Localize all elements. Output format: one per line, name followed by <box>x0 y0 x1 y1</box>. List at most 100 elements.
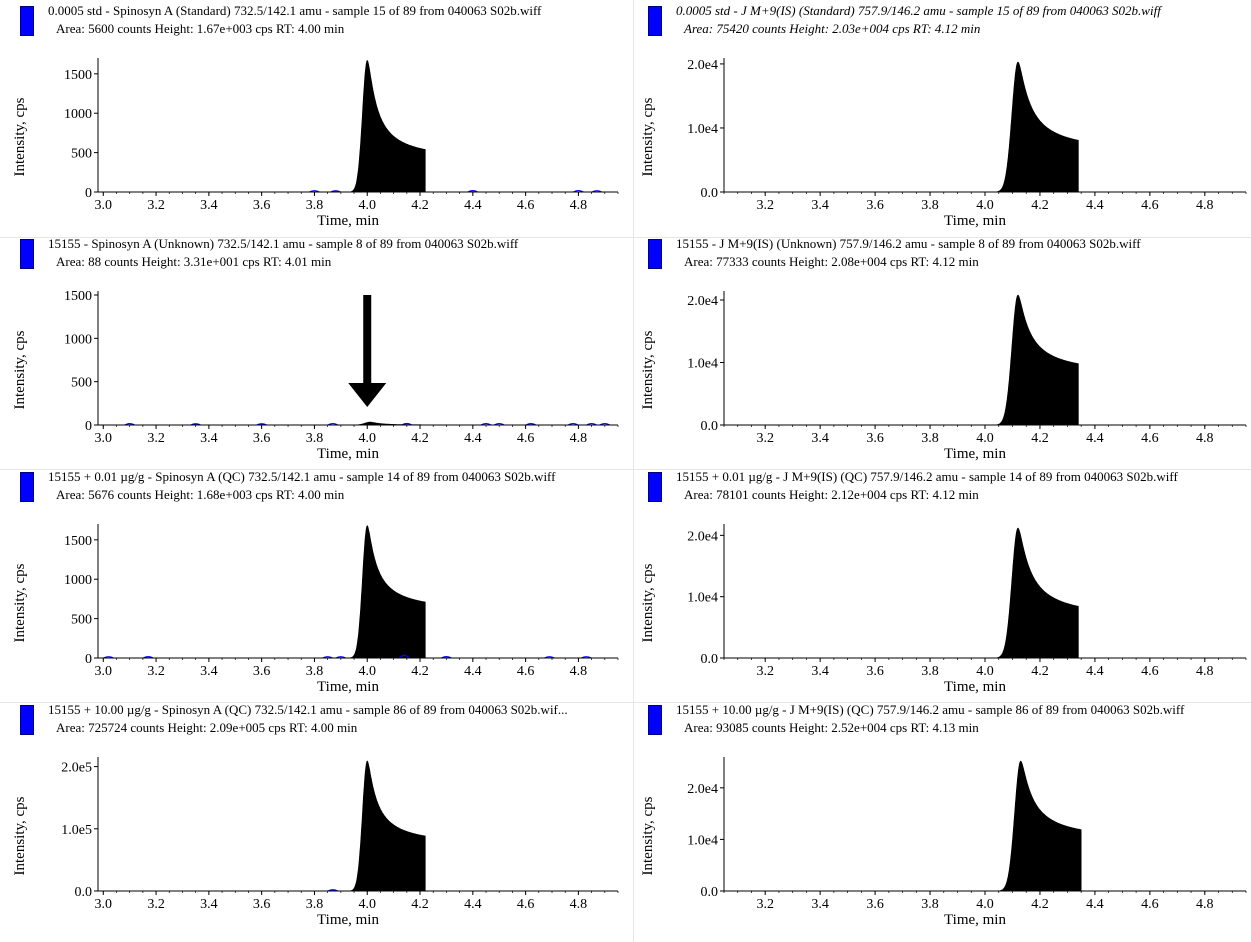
column-divider <box>633 0 634 942</box>
panel-stats: Area: 93085 counts Height: 2.52e+004 cps… <box>684 720 979 735</box>
x-tick-label: 4.6 <box>517 664 535 679</box>
trace-color-swatch <box>20 472 34 502</box>
panel-stats: Area: 75420 counts Height: 2.03e+004 cps… <box>684 21 981 36</box>
x-tick-label: 3.2 <box>756 897 774 912</box>
x-tick-label: 4.2 <box>411 664 429 679</box>
chromatogram-panel-0[interactable]: 0.0005 std - Spinosyn A (Standard) 732.5… <box>0 0 620 232</box>
peak-area <box>335 59 426 193</box>
x-tick-label: 3.0 <box>95 198 113 213</box>
panel-stats: Area: 5676 counts Height: 1.68e+003 cps … <box>56 487 345 502</box>
peak-area <box>985 527 1079 659</box>
row-divider <box>0 702 1251 703</box>
x-tick-label: 4.0 <box>358 431 376 446</box>
x-tick-label: 4.4 <box>464 664 482 679</box>
x-tick-label: 3.0 <box>95 431 113 446</box>
panel-title: 15155 - J M+9(IS) (Unknown) 757.9/146.2 … <box>676 236 1141 251</box>
y-tick-label: 0.0 <box>75 885 93 900</box>
y-tick-label: 1.0e4 <box>687 357 718 372</box>
chromatogram-plot[interactable]: 3.0 3.2 3.4 3.6 3.8 4.0 4.2 4.4 4.6 4.8 0 500 1000 15… <box>0 0 620 238</box>
x-tick-label: 4.6 <box>1141 431 1159 446</box>
x-tick-label: 3.4 <box>200 431 218 446</box>
x-tick-label: 4.8 <box>1196 897 1214 912</box>
y-tick-label: 2.0e4 <box>687 529 718 544</box>
chromatogram-panel-7[interactable]: 15155 + 10.00 µg/g - J M+9(IS) (QC) 757.… <box>628 699 1248 931</box>
x-tick-label: 3.6 <box>866 198 884 213</box>
trace-color-swatch <box>648 239 662 269</box>
chromatogram-panel-1[interactable]: 0.0005 std - J M+9(IS) (Standard) 757.9/… <box>628 0 1248 232</box>
chromatogram-plot[interactable]: 3.2 3.4 3.6 3.8 4.0 4.2 4.4 4.6 4.8 0.0 1.0e4 2.0e4… <box>628 0 1248 238</box>
panel-title: 15155 + 10.00 µg/g - J M+9(IS) (QC) 757.… <box>676 702 1185 717</box>
chromatogram-panel-2[interactable]: 15155 - Spinosyn A (Unknown) 732.5/142.1… <box>0 233 620 465</box>
x-tick-label: 4.8 <box>1196 198 1214 213</box>
x-tick-label: 3.4 <box>811 664 829 679</box>
x-tick-label: 3.6 <box>253 897 271 912</box>
peak-area <box>335 525 426 659</box>
row-divider <box>0 469 1251 470</box>
x-tick-label: 4.2 <box>1031 897 1049 912</box>
y-tick-label: 0 <box>85 186 92 201</box>
trace-color-swatch <box>20 239 34 269</box>
x-tick-label: 4.0 <box>358 198 376 213</box>
x-axis-label: Time, min <box>317 213 379 229</box>
chromatogram-plot[interactable]: 3.0 3.2 3.4 3.6 3.8 4.0 4.2 4.4 4.6 4.8 0.0 1.0e5 2.… <box>0 699 620 937</box>
x-axis-label: Time, min <box>944 912 1006 928</box>
panel-stats: Area: 78101 counts Height: 2.12e+004 cps… <box>684 487 979 502</box>
x-tick-label: 3.2 <box>147 198 165 213</box>
peak-area <box>985 294 1079 426</box>
x-tick-label: 4.4 <box>464 198 482 213</box>
x-tick-label: 3.8 <box>921 198 939 213</box>
x-tick-label: 4.2 <box>411 431 429 446</box>
y-tick-label: 1000 <box>64 107 92 122</box>
x-tick-label: 4.4 <box>1086 664 1104 679</box>
chromatogram-panel-6[interactable]: 15155 + 10.00 µg/g - Spinosyn A (QC) 732… <box>0 699 620 931</box>
x-tick-label: 3.6 <box>866 897 884 912</box>
y-tick-label: 1.0e4 <box>687 122 718 137</box>
y-tick-label: 0.0 <box>701 885 719 900</box>
x-tick-label: 3.2 <box>147 897 165 912</box>
x-tick-label: 4.6 <box>517 431 535 446</box>
chromatogram-panel-3[interactable]: 15155 - J M+9(IS) (Unknown) 757.9/146.2 … <box>628 233 1248 465</box>
panel-title: 15155 - Spinosyn A (Unknown) 732.5/142.1… <box>48 236 519 251</box>
y-axis-label: Intensity, cps <box>640 563 656 642</box>
x-tick-label: 3.4 <box>811 198 829 213</box>
panel-title: 0.0005 std - Spinosyn A (Standard) 732.5… <box>48 3 542 18</box>
x-tick-label: 3.4 <box>200 664 218 679</box>
chromatogram-plot[interactable]: 3.0 3.2 3.4 3.6 3.8 4.0 4.2 4.4 4.6 4.8 0 500 1000 15… <box>0 233 620 471</box>
x-tick-label: 3.4 <box>200 897 218 912</box>
chromatogram-plot[interactable]: 3.2 3.4 3.6 3.8 4.0 4.2 4.4 4.6 4.8 0.0 1.0e4 2.0e4… <box>628 466 1248 704</box>
x-tick-label: 4.8 <box>1196 431 1214 446</box>
panel-title: 15155 + 10.00 µg/g - Spinosyn A (QC) 732… <box>48 702 568 717</box>
x-tick-label: 3.8 <box>306 431 324 446</box>
peak-area <box>335 760 426 892</box>
x-tick-label: 3.8 <box>921 431 939 446</box>
chromatogram-plot[interactable]: 3.2 3.4 3.6 3.8 4.0 4.2 4.4 4.6 4.8 0.0 1.0e4 2.0e4… <box>628 233 1248 471</box>
y-axis-label: Intensity, cps <box>12 330 28 409</box>
y-tick-label: 2.0e5 <box>61 761 92 776</box>
x-tick-label: 4.6 <box>517 198 535 213</box>
annotation-arrow-shaft <box>363 295 372 385</box>
y-tick-label: 1500 <box>64 289 92 304</box>
x-tick-label: 4.2 <box>1031 198 1049 213</box>
chromatogram-panel-4[interactable]: 15155 + 0.01 µg/g - Spinosyn A (QC) 732.… <box>0 466 620 698</box>
y-tick-label: 2.0e4 <box>687 294 718 309</box>
x-tick-label: 4.6 <box>1141 664 1159 679</box>
y-tick-label: 500 <box>71 613 92 628</box>
y-axis-label: Intensity, cps <box>12 796 28 875</box>
chromatogram-plot[interactable]: 3.0 3.2 3.4 3.6 3.8 4.0 4.2 4.4 4.6 4.8 0 500 1000 15… <box>0 466 620 704</box>
y-tick-label: 1000 <box>64 332 92 347</box>
x-tick-label: 3.4 <box>811 431 829 446</box>
x-tick-label: 3.6 <box>866 664 884 679</box>
x-tick-label: 4.0 <box>358 664 376 679</box>
x-tick-label: 4.8 <box>570 664 588 679</box>
chromatogram-panel-5[interactable]: 15155 + 0.01 µg/g - J M+9(IS) (QC) 757.9… <box>628 466 1248 698</box>
x-tick-label: 3.8 <box>921 664 939 679</box>
panel-title: 0.0005 std - J M+9(IS) (Standard) 757.9/… <box>676 3 1161 18</box>
y-tick-label: 0.0 <box>701 419 719 434</box>
x-tick-label: 4.4 <box>1086 198 1104 213</box>
peak-area <box>985 61 1079 193</box>
x-tick-label: 3.8 <box>921 897 939 912</box>
panel-stats: Area: 725724 counts Height: 2.09e+005 cp… <box>56 720 358 735</box>
chromatogram-plot[interactable]: 3.2 3.4 3.6 3.8 4.0 4.2 4.4 4.6 4.8 0.0 1.0e4 2.0e4… <box>628 699 1248 937</box>
y-tick-label: 500 <box>71 376 92 391</box>
x-tick-label: 4.0 <box>358 897 376 912</box>
